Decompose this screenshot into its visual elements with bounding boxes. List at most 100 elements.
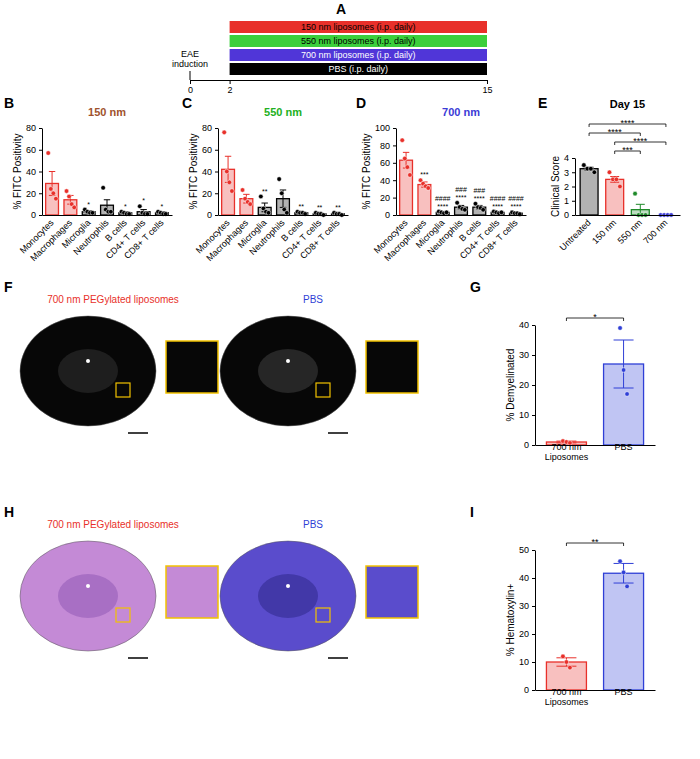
data-point: [633, 191, 638, 196]
significance: *: [87, 201, 90, 208]
x-axis: MonocytesMacrophagesMicrogliaNeutrophils…: [372, 215, 527, 263]
y-tick-mark: [215, 128, 218, 129]
chart-d: ***####****###****###****####****####***…: [361, 106, 527, 263]
error-bar: [610, 177, 619, 183]
chart-title: Day 15: [610, 98, 645, 110]
y-tick-label: 1: [564, 196, 569, 206]
grey-matter: [258, 574, 318, 618]
y-tick-mark: [215, 172, 218, 173]
y-tick-label: 80: [26, 123, 36, 133]
tissue-section: [20, 541, 156, 651]
panel-letter: D: [356, 95, 366, 111]
y-tick-label: 0: [564, 210, 569, 220]
induction-label: EAEinduction: [172, 49, 208, 69]
y-tick-label: 60: [380, 158, 390, 168]
y-tick-mark: [532, 325, 535, 326]
y-tick-label: 50: [519, 545, 529, 555]
x-axis: MonocytesMacrophagesMicrogliaNeutrophils…: [18, 215, 173, 263]
error-bar: [614, 563, 634, 583]
x-tick-label: Untreated: [558, 218, 593, 253]
data-point: [248, 202, 253, 207]
figure: A150 nm liposomes (i.p. daily)550 nm lip…: [0, 0, 700, 759]
y-tick: 20: [26, 189, 42, 199]
data-point: [625, 584, 630, 589]
panel-letter: C: [182, 95, 192, 111]
bar: [400, 160, 413, 215]
y-tick: 40: [519, 320, 535, 330]
timeline-tick: 2: [228, 80, 233, 95]
y-axis-title: % Demyelinated: [505, 349, 516, 422]
significance: ####: [435, 195, 451, 202]
y-tick-mark: [532, 634, 535, 635]
y-tick-mark: [532, 662, 535, 663]
y-tick: 60: [202, 145, 218, 155]
error-bar: [49, 172, 55, 196]
y-tick-label: 0: [207, 210, 212, 220]
bar: [580, 169, 598, 215]
significance: ####: [490, 195, 506, 202]
treatment-label: 550 nm liposomes (i.p. daily): [301, 36, 416, 46]
inset-marker: [316, 608, 330, 622]
data-point: [109, 209, 114, 214]
y-tick-label: 10: [519, 657, 529, 667]
treatment-label: 700 nm liposomes (i.p. daily): [301, 50, 416, 60]
y-tick: 100: [375, 123, 396, 133]
y-tick-label: 40: [519, 573, 529, 583]
error-bar: [225, 156, 231, 182]
chart-b: ****020406080MonocytesMacrophagesMicrogl…: [12, 106, 173, 263]
marks: [580, 163, 673, 217]
significance: ****: [474, 195, 485, 202]
data-point: [64, 189, 69, 194]
x-axis-line: [576, 215, 681, 216]
panel-letter: A: [336, 1, 346, 17]
chart-c: ********020406080MonocytesMacrophagesMic…: [188, 106, 349, 263]
marks: [400, 138, 523, 217]
grey-matter: [258, 349, 318, 393]
inset: [166, 566, 218, 618]
y-axis: 01234: [564, 153, 576, 220]
data-point: [582, 163, 587, 168]
bar: [604, 573, 644, 690]
y-axis: 020406080: [202, 123, 219, 220]
panel-letter: E: [538, 95, 547, 111]
y-tick: 80: [202, 123, 218, 133]
y-axis: 01020304050: [519, 545, 536, 695]
significance: *: [124, 203, 127, 210]
y-tick-label: 3: [564, 168, 569, 178]
data-point: [463, 207, 468, 212]
marks: [222, 130, 345, 217]
x-tick-label: CD8+ T cells: [122, 217, 166, 261]
x-tick-label: 150 nm: [590, 218, 618, 246]
y-tick: 40: [380, 176, 396, 186]
timeline-tick-label: 15: [482, 85, 492, 95]
y-axis: 020406080100: [375, 123, 397, 220]
x-tick: 700 nmLiposomes: [545, 687, 589, 707]
grey-matter: [58, 349, 118, 393]
y-tick-mark: [39, 193, 42, 194]
treatment-bar: [230, 49, 487, 61]
timeline-axis: 0 2 15: [188, 80, 493, 95]
x-axis: 700 nmLiposomesPBS: [536, 442, 656, 462]
data-point: [625, 392, 630, 397]
y-tick: 60: [380, 158, 396, 168]
x-tick: CD8+ T cells: [122, 215, 166, 261]
y-tick-mark: [393, 180, 396, 181]
error-bar: [585, 167, 594, 170]
inset-marker: [116, 608, 130, 622]
y-tick-mark: [215, 215, 218, 216]
y-tick-mark: [572, 215, 575, 216]
panel-letter: B: [4, 95, 14, 111]
timeline-tick-mark: [487, 80, 488, 84]
y-tick: 50: [519, 545, 535, 555]
treatment-label: PBS (i.p. daily): [329, 64, 389, 74]
y-axis-line: [535, 326, 536, 446]
scale-bar: [128, 432, 148, 434]
marks: [546, 326, 643, 446]
y-tick: 10: [519, 410, 535, 420]
data-point: [621, 368, 626, 373]
significance: ****: [510, 203, 521, 210]
y-tick: 60: [26, 145, 42, 155]
timeline-tick-label: 0: [188, 85, 193, 95]
y-tick-mark: [215, 150, 218, 151]
y-tick: 3: [564, 168, 575, 178]
